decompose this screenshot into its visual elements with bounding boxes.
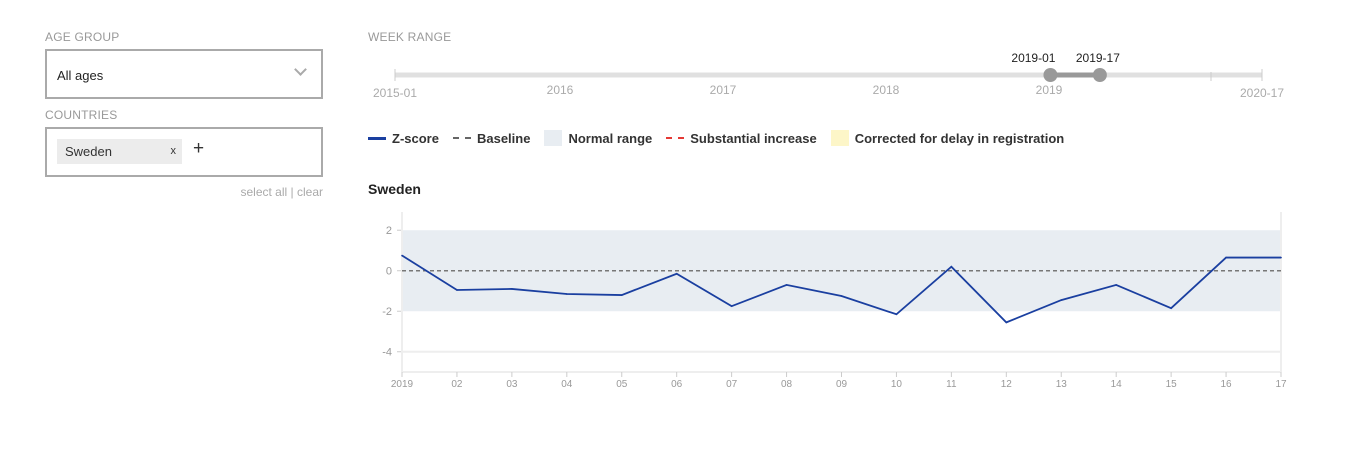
x-tick-label: 05	[616, 379, 628, 390]
zscore-point	[511, 288, 513, 290]
separator: |	[290, 185, 294, 199]
zscore-point	[675, 272, 678, 275]
x-tick-label: 09	[836, 379, 848, 390]
zscore-chart: 2 0 -2 -4 2019 02 03 04 05 06 07 08 09 10 11 12 13 14 15 16…	[382, 212, 1287, 390]
zscore-point	[401, 254, 403, 257]
zscore-point	[1170, 307, 1172, 310]
year-tick: 2018	[873, 83, 900, 97]
zscore-point	[895, 313, 898, 316]
zscore-point	[1225, 256, 1227, 259]
zscore-swatch	[368, 136, 386, 140]
legend-substantial-increase[interactable]: Substantial increase	[666, 130, 817, 146]
x-tick-label: 17	[1275, 379, 1287, 390]
increase-swatch	[666, 137, 685, 139]
countries-label: COUNTRIES	[45, 108, 118, 122]
legend-label: Corrected for delay in registration	[854, 130, 1065, 146]
x-tick-label: 15	[1166, 379, 1178, 390]
x-tick-label: 16	[1221, 379, 1233, 390]
countries-input[interactable]: Sweden x +	[45, 127, 323, 177]
zscore-point	[620, 294, 623, 296]
legend-label: Substantial increase	[690, 130, 817, 146]
normal-range-band	[402, 230, 1281, 312]
corrected-swatch	[830, 130, 849, 146]
x-tick-label: 02	[451, 379, 463, 390]
zscore-point	[456, 289, 458, 291]
legend-label: Z-score	[392, 130, 439, 146]
year-tick: 2017	[710, 83, 737, 97]
x-tick-label: 14	[1111, 379, 1123, 390]
normal-range-swatch	[544, 130, 563, 146]
add-country-button[interactable]: +	[193, 138, 205, 159]
country-chip-label: Sweden	[65, 144, 112, 159]
zscore-point	[840, 295, 843, 297]
zscore-point	[1280, 256, 1282, 259]
legend-baseline[interactable]: Baseline	[452, 130, 531, 146]
slider-max-label: 2020-17	[1240, 86, 1284, 100]
x-tick-label: 06	[671, 379, 683, 390]
x-tick-label: 03	[506, 379, 518, 390]
clear-link[interactable]: clear	[296, 185, 323, 199]
year-tick: 2019	[1036, 83, 1063, 97]
y-tick-label: -2	[382, 306, 392, 318]
legend-label: Baseline	[476, 130, 531, 146]
legend-zscore[interactable]: Z-score	[368, 131, 439, 146]
x-tick-label: 12	[1001, 379, 1013, 390]
slider-end-handle[interactable]	[1092, 68, 1107, 82]
x-tick-label: 04	[561, 379, 573, 390]
y-tick-label: 2	[386, 225, 392, 237]
remove-country-icon[interactable]: x	[170, 145, 177, 157]
x-tick-label: 07	[726, 379, 738, 390]
x-tick-label: 11	[946, 379, 957, 390]
select-all-link[interactable]: select all	[240, 185, 288, 199]
week-range-slider[interactable]: 2015-01 2020-17 2016 2017 2018 2019 2019…	[360, 45, 1300, 105]
zscore-point	[950, 265, 953, 268]
legend-normal-range[interactable]: Normal range	[544, 130, 652, 146]
week-range-label: WEEK RANGE	[368, 30, 452, 44]
y-tick-label: 0	[386, 266, 392, 278]
x-tick-label: 08	[781, 379, 793, 390]
slider-start-value: 2019-01	[1011, 51, 1055, 65]
zscore-point	[1060, 299, 1063, 301]
age-group-value: All ages	[57, 68, 104, 83]
legend: Z-score Baseline Normal range Substantia…	[368, 130, 1072, 146]
country-links: select all | clear	[240, 185, 323, 199]
slider-min-label: 2015-01	[373, 86, 417, 100]
x-tick-label: 2019	[391, 379, 414, 390]
zscore-point	[1115, 284, 1117, 286]
legend-label: Normal range	[568, 130, 653, 146]
zscore-point	[566, 293, 568, 295]
zscore-point	[785, 284, 788, 286]
baseline-swatch	[452, 137, 471, 139]
x-tick-label: 10	[891, 379, 903, 390]
year-tick: 2016	[547, 83, 574, 97]
chart-title: Sweden	[368, 181, 421, 197]
age-group-select[interactable]: All ages	[45, 49, 323, 99]
legend-corrected[interactable]: Corrected for delay in registration	[830, 130, 1065, 146]
slider-end-value: 2019-17	[1076, 51, 1120, 65]
slider-start-handle[interactable]	[1043, 68, 1058, 82]
zscore-point	[730, 305, 733, 307]
zscore-point	[1005, 321, 1008, 324]
country-chip: Sweden x	[57, 139, 182, 164]
y-tick-label: -4	[382, 347, 392, 359]
x-tick-label: 13	[1056, 379, 1068, 390]
age-group-label: AGE GROUP	[45, 30, 120, 44]
chevron-down-icon	[294, 63, 307, 76]
